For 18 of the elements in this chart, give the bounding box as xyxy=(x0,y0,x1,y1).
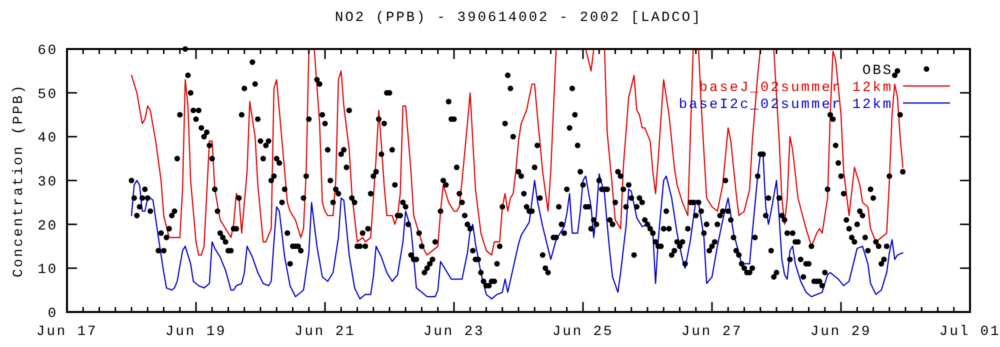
x-tick-label: Jun 27 xyxy=(681,324,743,340)
x-tick-label: Jun 21 xyxy=(294,324,356,340)
x-tick-label: Jun 23 xyxy=(423,324,485,340)
x-tick-label: Jun 19 xyxy=(165,324,227,340)
y-axis-title: Concentration (PPB) xyxy=(11,84,27,278)
y-tick-label: 20 xyxy=(38,218,58,234)
y-tick-label: 10 xyxy=(38,262,58,278)
y-tick-label: 30 xyxy=(38,174,58,190)
x-tick-label: Jun 29 xyxy=(810,324,872,340)
chart-title: NO2 (PPB) - 390614002 - 2002 [LADCO] xyxy=(334,10,702,26)
y-tick-label: 40 xyxy=(38,130,58,147)
x-tick-label: Jun 25 xyxy=(552,324,614,340)
legend-label: OBS xyxy=(862,63,893,79)
y-tick-label: 50 xyxy=(38,86,58,103)
y-tick-label: 60 xyxy=(38,43,58,59)
x-tick-label: Jul 01 xyxy=(939,324,1000,340)
y-tick-label: 0 xyxy=(48,306,58,322)
x-tick-label: Jun 17 xyxy=(36,324,98,340)
